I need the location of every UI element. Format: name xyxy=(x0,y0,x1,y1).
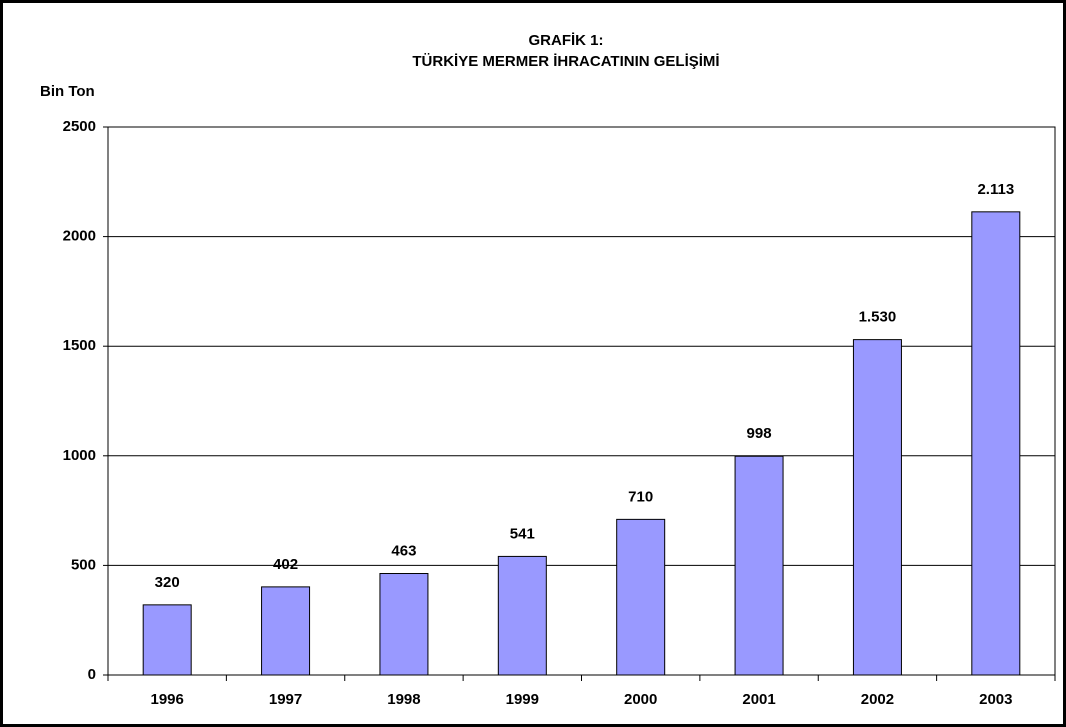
data-label: 710 xyxy=(628,488,653,505)
x-tick-label: 2003 xyxy=(979,691,1012,708)
data-label: 1.530 xyxy=(859,309,897,326)
data-label: 541 xyxy=(510,525,535,542)
data-label: 463 xyxy=(391,542,416,559)
bar xyxy=(971,211,1021,676)
x-tick-label: 1997 xyxy=(269,691,302,708)
chart-subtitle: TÜRKİYE MERMER İHRACATININ GELİŞİMİ xyxy=(412,53,719,70)
x-tick-label: 1998 xyxy=(387,691,420,708)
bar xyxy=(734,455,784,676)
bar xyxy=(497,555,547,676)
y-tick-label: 1500 xyxy=(63,337,96,354)
y-tick-label: 2500 xyxy=(63,118,96,135)
bar xyxy=(142,604,192,676)
y-tick-label: 1000 xyxy=(63,447,96,464)
bar xyxy=(616,518,666,676)
data-label: 402 xyxy=(273,556,298,573)
bar xyxy=(379,573,429,676)
y-axis-label: Bin Ton xyxy=(40,83,95,100)
chart-title: GRAFİK 1: xyxy=(529,32,604,49)
x-tick-label: 1996 xyxy=(151,691,184,708)
x-tick-label: 1999 xyxy=(506,691,539,708)
bar xyxy=(261,586,311,676)
x-tick-label: 2000 xyxy=(624,691,657,708)
bar xyxy=(852,339,902,676)
data-label: 2.113 xyxy=(977,181,1014,198)
data-label: 320 xyxy=(155,574,180,591)
data-label: 998 xyxy=(747,425,772,442)
x-tick-label: 2002 xyxy=(861,691,894,708)
y-tick-label: 500 xyxy=(71,556,96,573)
x-tick-label: 2001 xyxy=(742,691,775,708)
y-tick-label: 2000 xyxy=(63,228,96,245)
y-tick-label: 0 xyxy=(88,666,96,683)
